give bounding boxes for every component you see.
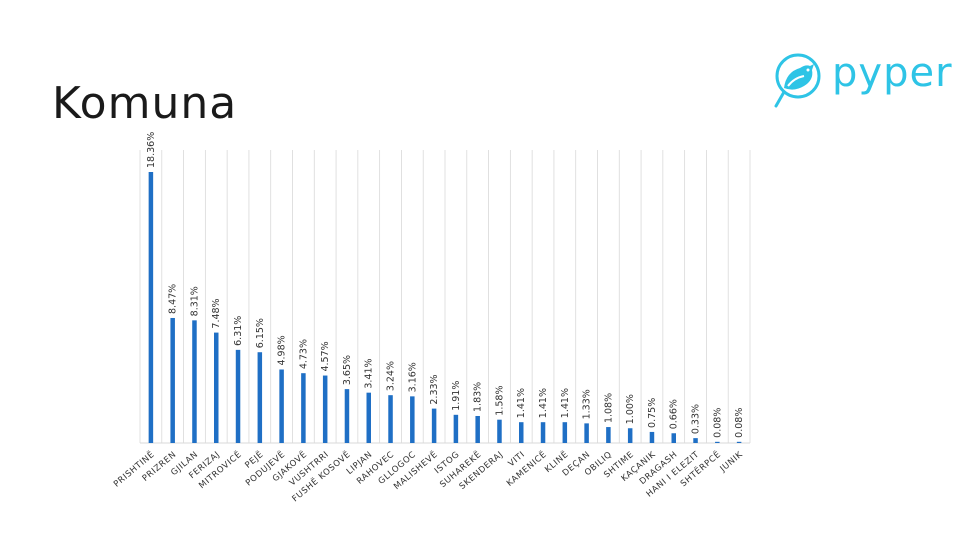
data-label: 4.57% xyxy=(320,341,331,371)
pyper-logo: pyper xyxy=(770,50,953,112)
data-label: 3.24% xyxy=(386,361,397,391)
bird-icon xyxy=(774,53,821,108)
bar xyxy=(344,389,350,443)
data-label: 7.48% xyxy=(211,298,222,328)
bar xyxy=(671,433,676,443)
bar xyxy=(148,172,154,443)
bar xyxy=(519,422,524,443)
data-label: 2.33% xyxy=(429,374,440,404)
data-label: 3.41% xyxy=(364,358,375,388)
bar xyxy=(606,427,611,443)
bar xyxy=(693,438,698,443)
bar xyxy=(453,414,459,443)
bar xyxy=(715,441,720,443)
bar xyxy=(649,431,655,443)
data-label: 0.66% xyxy=(669,399,680,429)
data-label: 0.33% xyxy=(691,404,702,434)
data-label: 8.31% xyxy=(189,286,200,316)
data-label: 3.16% xyxy=(407,362,418,392)
data-label: 1.08% xyxy=(603,393,614,423)
slide-title: Komuna xyxy=(52,78,238,129)
bar xyxy=(475,415,480,443)
bar xyxy=(257,352,263,443)
data-label: 1.41% xyxy=(516,388,527,418)
bar xyxy=(431,408,437,443)
data-label: 4.73% xyxy=(298,339,309,369)
bar xyxy=(235,349,241,443)
data-label: 4.98% xyxy=(277,335,288,365)
bar xyxy=(301,373,306,443)
data-label: 1.41% xyxy=(538,388,549,418)
data-label: 8.47% xyxy=(168,284,179,314)
data-label: 6.31% xyxy=(233,316,244,346)
data-label: 1.83% xyxy=(473,382,484,412)
logo-text: pyper xyxy=(832,50,953,96)
data-label: 3.65% xyxy=(342,355,353,385)
bar xyxy=(736,441,742,443)
bar xyxy=(562,422,568,443)
bar xyxy=(388,395,393,443)
bar xyxy=(279,369,284,443)
bar xyxy=(214,332,219,443)
bar xyxy=(627,428,633,443)
bar xyxy=(540,422,546,443)
data-label: 0.75% xyxy=(647,398,658,428)
data-label: 1.33% xyxy=(582,389,593,419)
data-label: 1.91% xyxy=(451,381,462,411)
category-label: JUNIK xyxy=(718,450,745,475)
bar xyxy=(322,375,328,443)
data-label: 1.58% xyxy=(494,385,505,415)
data-label: 18.36% xyxy=(146,132,157,168)
data-label: 0.08% xyxy=(734,408,745,438)
bar xyxy=(366,392,371,443)
bar xyxy=(192,320,197,443)
data-label: 0.08% xyxy=(712,408,723,438)
bar xyxy=(497,419,502,443)
bar xyxy=(410,396,415,443)
bar xyxy=(170,317,175,443)
category-label: KAMENICË xyxy=(504,449,549,489)
data-label: 1.00% xyxy=(625,394,636,424)
bar xyxy=(584,423,589,443)
data-label: 6.15% xyxy=(255,318,266,348)
data-label: 1.41% xyxy=(560,388,571,418)
